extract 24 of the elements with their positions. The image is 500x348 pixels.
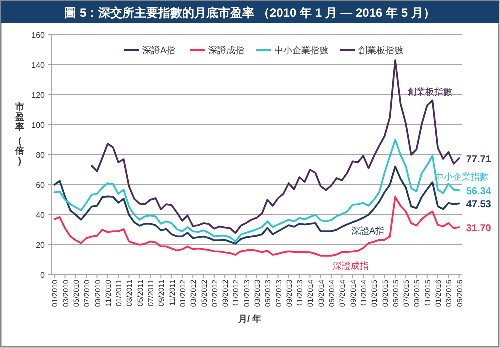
data-label: 31.70 <box>466 223 492 234</box>
annotation: 深證A指 <box>351 226 385 236</box>
data-label: 77.71 <box>466 154 492 166</box>
data-label: 47.53 <box>466 200 492 211</box>
legend-label: 深證成指 <box>208 46 244 56</box>
y-tick-label: 140 <box>32 61 46 70</box>
data-label: 56.34 <box>466 186 492 198</box>
y-axis-title: 市盈率 (倍) <box>16 102 24 166</box>
x-axis-title: 月/ 年 <box>237 314 262 324</box>
y-tick-label: 60 <box>36 181 46 190</box>
legend-label: 創業板指數 <box>358 46 404 56</box>
y-tick-label: 0 <box>40 271 46 280</box>
y-tick-label: 40 <box>36 211 46 220</box>
y-tick-label: 120 <box>32 91 46 100</box>
legend-label: 中小企業指數 <box>274 46 328 56</box>
y-tick-label: 160 <box>32 31 46 40</box>
legend-label: 深證A指 <box>142 46 176 56</box>
y-tick-label: 20 <box>36 241 46 250</box>
annotation: 深證成指 <box>333 261 369 271</box>
line-series <box>91 60 460 234</box>
y-tick-label: 80 <box>36 151 46 160</box>
chart-title: 圖 5：深交所主要指數的月底市盈率 （2010 年 1 月 — 2016 年 5 月） <box>64 6 436 20</box>
annotation: 創業板指數 <box>408 87 452 97</box>
y-tick-label: 100 <box>32 121 46 130</box>
